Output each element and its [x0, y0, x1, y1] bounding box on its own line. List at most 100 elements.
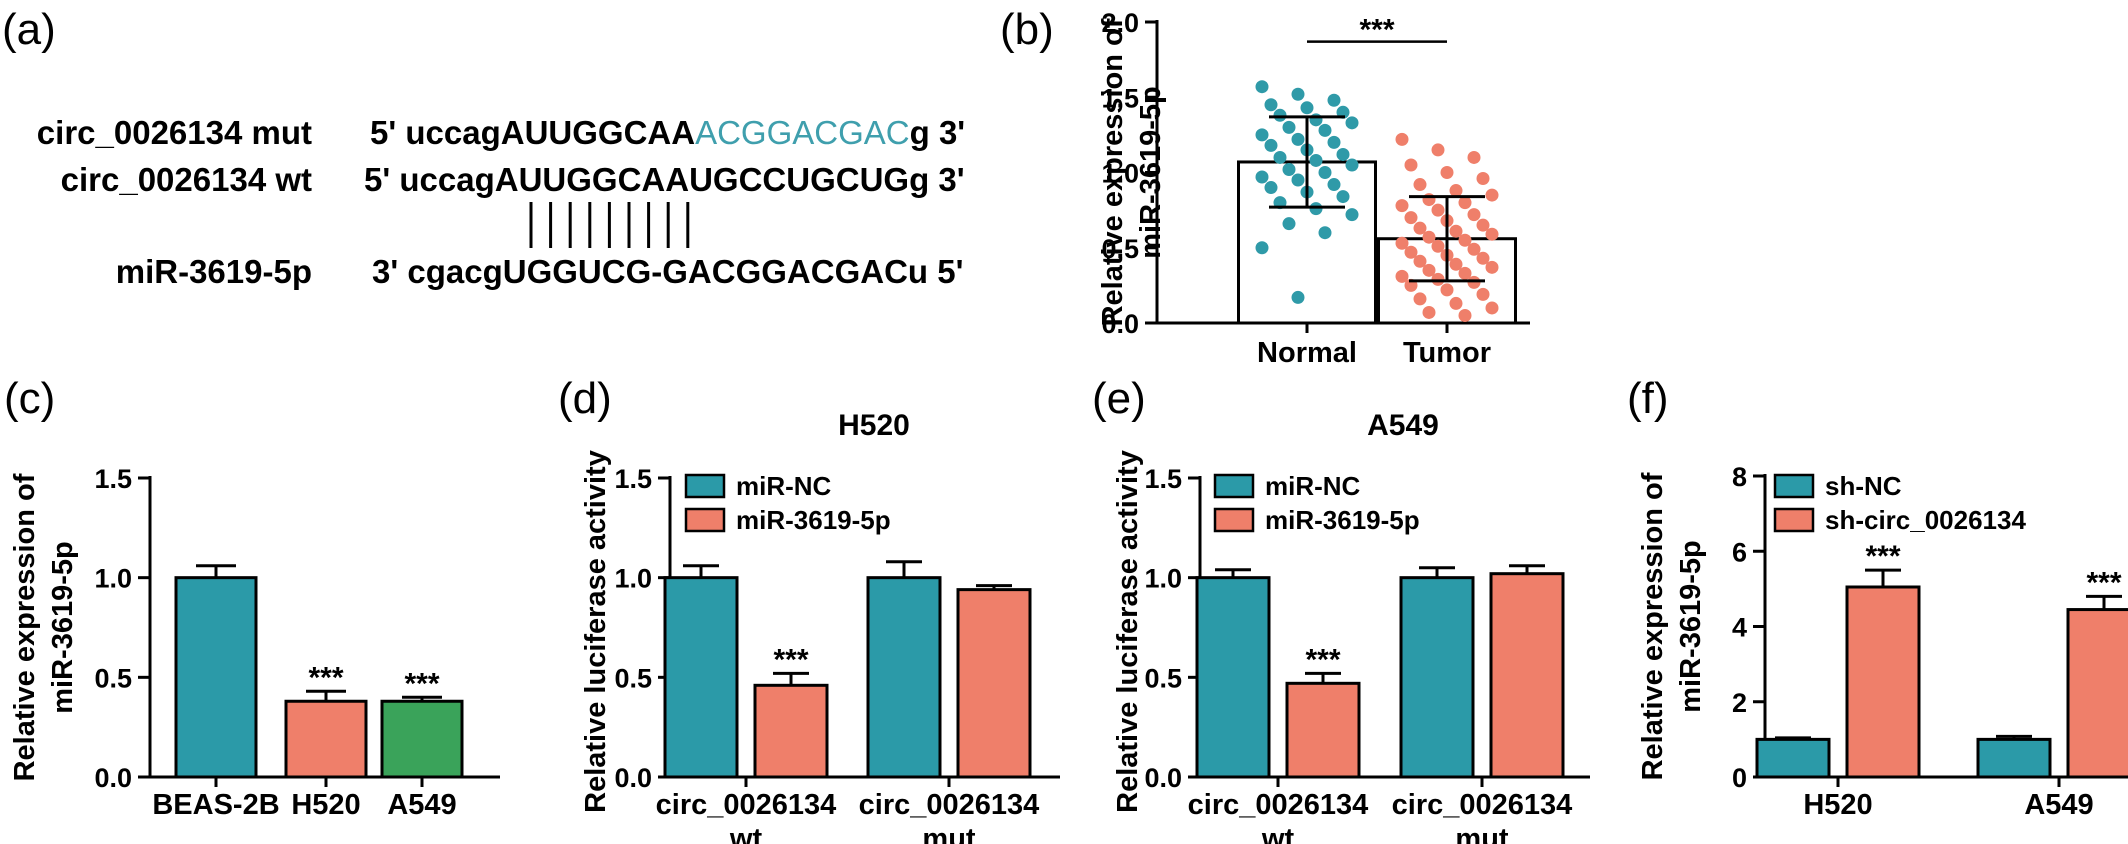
data-point	[1318, 166, 1332, 179]
data-point	[1458, 233, 1472, 247]
x-tick-label: circ_0026134	[1392, 789, 1573, 821]
data-point	[1255, 170, 1269, 184]
chart-panel-3: (c) Relative expression of miR-3619-5p 0.0 0…	[4, 374, 500, 821]
x-tick-label: A549	[2024, 789, 2093, 821]
chart-panel-2: (b) Relative expression of miR-3619-5p0.00…	[1000, 5, 1530, 369]
data-point	[1413, 221, 1427, 235]
y-tick-label: 0.0	[614, 763, 652, 793]
data-point	[1395, 199, 1409, 213]
y-tick-label: 1.5	[614, 464, 652, 494]
data-point	[1467, 208, 1481, 222]
x-tick-label: circ_0026134	[1188, 789, 1369, 821]
legend-swatch	[1213, 473, 1255, 499]
data-point	[1476, 251, 1490, 265]
data-point	[1458, 196, 1472, 210]
data-point	[1291, 173, 1305, 187]
bar	[174, 576, 258, 779]
legend-swatch	[684, 507, 726, 533]
data-point	[1431, 203, 1445, 217]
bar	[1399, 576, 1475, 779]
data-point	[1282, 162, 1296, 176]
data-point	[1345, 158, 1359, 172]
significance-stars: ***	[1305, 643, 1340, 676]
seq-name-wt: circ_0026134 wt	[61, 161, 312, 198]
data-point	[1413, 178, 1427, 192]
y-tick-label: 2	[1732, 688, 1747, 718]
data-point	[1336, 190, 1350, 204]
y-axis-label: Relative expression of	[1637, 472, 1669, 780]
significance-stars: ***	[2086, 566, 2121, 599]
data-point	[1476, 287, 1490, 301]
y-axis-label: miR-3619-5p	[1675, 540, 1707, 712]
y-tick-label: 0.5	[94, 663, 132, 693]
data-point	[1440, 166, 1454, 179]
data-point	[1413, 292, 1427, 306]
y-tick-label: 4	[1732, 613, 1747, 643]
data-point	[1300, 101, 1314, 115]
base-pair-lines	[529, 202, 690, 248]
x-tick-label: H520	[1803, 789, 1872, 821]
y-tick-label: 1.0	[1144, 564, 1182, 594]
data-point	[1404, 158, 1418, 172]
y-tick-label: 2.0	[1101, 8, 1139, 38]
data-point	[1255, 241, 1269, 255]
data-point	[1449, 296, 1463, 310]
data-point	[1431, 239, 1445, 253]
seq-name-mir: miR-3619-5p	[116, 253, 312, 290]
data-point	[1458, 266, 1472, 280]
data-point	[1264, 138, 1278, 152]
seq-mut-highlight: ACGGACGAC	[695, 114, 910, 151]
data-point	[1422, 305, 1436, 319]
data-point	[1273, 108, 1287, 122]
y-tick-label: 0.0	[1101, 309, 1139, 339]
y-axis-label: Relative luciferase activity	[1112, 450, 1144, 813]
y-tick-label: 0	[1732, 763, 1747, 793]
panel-a: (a) circ_0026134 mut 5' uccagAUUGGCAAACG…	[2, 5, 965, 290]
bar	[284, 699, 368, 779]
legend-swatch	[684, 473, 726, 499]
data-point	[1395, 269, 1409, 283]
panel-label: (d)	[558, 374, 612, 423]
data-point	[1345, 208, 1359, 222]
data-point	[1413, 254, 1427, 268]
legend-swatch	[1213, 507, 1255, 533]
chart-panel-4: (d) H520 Relative luciferase activity 0.0 0.…	[558, 374, 1060, 844]
x-tick-label: mut	[1455, 823, 1509, 844]
legend-label: miR-NC	[736, 471, 832, 501]
data-point	[1291, 87, 1305, 101]
significance-stars: ***	[308, 661, 343, 694]
data-point	[1255, 80, 1269, 94]
data-point	[1327, 178, 1341, 192]
data-point	[1485, 188, 1499, 202]
legend-label: miR-3619-5p	[1265, 505, 1420, 535]
bar	[866, 576, 942, 779]
x-tick-label: A549	[387, 789, 456, 821]
legend-label: miR-3619-5p	[736, 505, 891, 535]
data-point	[1327, 93, 1341, 107]
bar	[753, 683, 829, 779]
y-axis-label: Relative expression of	[1097, 18, 1129, 326]
data-point	[1336, 147, 1350, 161]
data-point	[1485, 260, 1499, 274]
data-point	[1422, 263, 1436, 277]
data-point	[1476, 218, 1490, 232]
significance-stars: ***	[1865, 540, 1900, 573]
data-point	[1282, 120, 1296, 134]
significance-stars: ***	[1359, 14, 1394, 47]
bar	[1755, 737, 1831, 779]
bar	[380, 699, 464, 779]
data-point	[1395, 132, 1409, 146]
y-tick-label: 0.5	[1144, 663, 1182, 693]
bar	[1285, 681, 1361, 779]
data-point	[1327, 135, 1341, 149]
data-point	[1318, 123, 1332, 137]
x-tick-label: circ_0026134	[859, 789, 1040, 821]
data-point	[1467, 275, 1481, 289]
significance-stars: ***	[773, 643, 808, 676]
y-tick-label: 1.5	[94, 464, 132, 494]
data-point	[1467, 242, 1481, 256]
panel-a-label: (a)	[2, 5, 56, 54]
data-point	[1309, 202, 1323, 216]
data-point	[1318, 226, 1332, 240]
